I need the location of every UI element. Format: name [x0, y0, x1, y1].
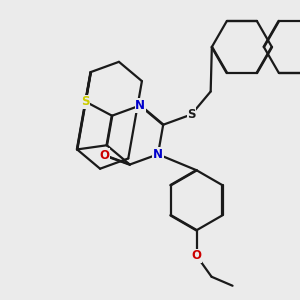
Text: O: O: [191, 249, 202, 262]
Text: N: N: [153, 148, 163, 161]
Text: O: O: [99, 149, 110, 162]
Text: S: S: [187, 108, 196, 121]
Text: N: N: [135, 99, 145, 112]
Text: S: S: [81, 95, 90, 108]
